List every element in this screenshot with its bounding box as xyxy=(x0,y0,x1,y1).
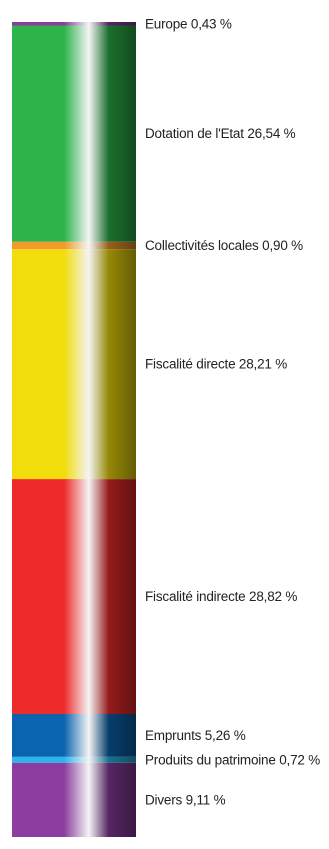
segment-label-3: Collectivités locales 0,90 % xyxy=(145,238,303,253)
bar-segment-5 xyxy=(12,479,136,715)
bar-segment-2 xyxy=(12,25,136,242)
segment-label-2: Dotation de l'Etat 26,54 % xyxy=(145,126,296,141)
bar-segment-6 xyxy=(12,714,136,757)
stacked-bar xyxy=(12,22,136,837)
bar-segment-1 xyxy=(12,22,136,26)
bar-segment-8 xyxy=(12,762,136,837)
bar-segment-3 xyxy=(12,241,136,250)
segment-label-7: Produits du patrimoine 0,72 % xyxy=(145,752,320,767)
bar-segment-7 xyxy=(12,756,136,763)
segment-label-8: Divers 9,11 % xyxy=(145,792,226,807)
segment-label-6: Emprunts 5,26 % xyxy=(145,728,246,743)
segment-label-1: Europe 0,43 % xyxy=(145,16,232,31)
segment-labels: Europe 0,43 % Dotation de l'Etat 26,54 % C… xyxy=(145,16,320,807)
segment-label-4: Fiscalité directe 28,21 % xyxy=(145,357,287,372)
bar-segment-4 xyxy=(12,249,136,480)
segment-label-5: Fiscalité indirecte 28,82 % xyxy=(145,589,297,604)
